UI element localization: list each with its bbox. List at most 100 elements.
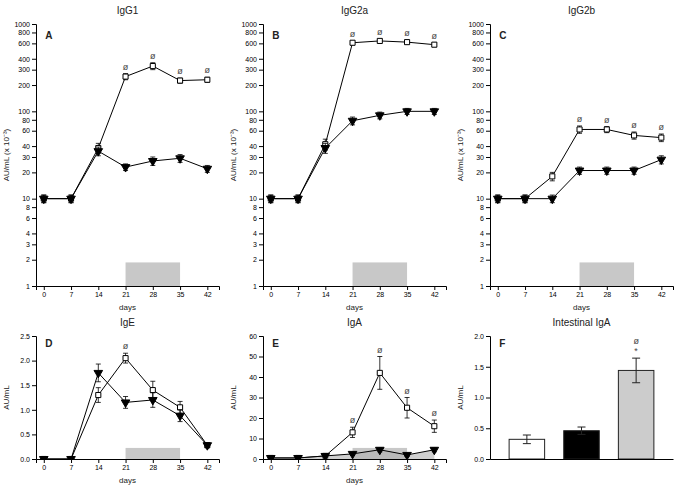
y-axis-tick-label: 0.5 [20,431,30,438]
x-axis-tick-label: 7 [297,464,301,471]
y-axis-tick: 300 [245,66,263,73]
bar [564,431,600,459]
annotation: ø [350,29,356,39]
y-axis-tick-label: 30 [22,154,30,161]
marker [266,455,275,459]
y-axis-tick: 80 [22,117,36,124]
shaded-band [580,262,635,286]
x-axis-title: days [119,476,136,485]
error-bar [205,77,210,82]
y-axis-tick-mark [32,32,36,33]
y-axis-tick: 40 [249,143,263,150]
y-axis-tick-mark [32,85,36,86]
y-axis-tick: 40 [22,143,36,150]
x-axis-tick: 35 [404,459,412,471]
y-axis-tick-mark [486,146,490,147]
x-axis-tick: 14 [95,459,103,471]
chart-root: 1234681020304060801002003004006008001000… [0,0,681,487]
marker [377,38,382,43]
y-axis-tick: 20 [249,169,263,176]
panel: 0.00.51.01.52.02.5071421283542øIgEDAU/mL… [2,317,220,485]
y-axis-tick: 200 [245,82,263,89]
y-axis-tick: 2 [480,256,490,263]
marker [178,78,183,83]
y-axis-tick: 800 [18,29,36,36]
marker [376,113,385,120]
y-axis-tick-label: 20 [249,415,257,422]
x-axis-tick-mark [71,286,72,290]
marks [39,353,211,459]
x-axis-tick: 42 [658,286,666,298]
y-axis-tick-label: 10 [476,195,484,202]
error-bar [578,427,586,434]
y-axis-tick: 8 [26,204,36,211]
x-axis-tick-label: 7 [524,291,528,298]
y-axis-line [32,25,37,287]
y-axis-tick-mark [259,244,263,245]
x-axis-tick: 14 [322,286,330,298]
line [271,111,435,198]
y-axis-tick-label: 30 [249,394,257,401]
y-axis-line [32,337,37,460]
annotation: ø [432,31,438,41]
error-bar [632,132,637,139]
x-axis-tick: 7 [524,286,528,298]
x-axis-tick-mark [207,459,208,463]
y-axis-tick-mark [259,24,263,25]
x-axis-tick: 28 [603,286,611,298]
x-axis-tick: 7 [297,459,301,471]
marker [405,405,410,410]
y-axis-tick-mark [486,233,490,234]
y-axis-tick-label: 400 [472,55,484,62]
x-axis-tick-mark [180,459,181,463]
y-axis-tick-mark [259,286,263,287]
x-axis-tick: 35 [631,286,639,298]
y-axis-line [259,337,264,460]
marks [266,38,438,286]
y-axis-tick-mark [486,85,490,86]
y-axis-tick-label: 600 [245,40,257,47]
x-axis-tick-mark [325,286,326,290]
y-axis-tick: 3 [26,241,36,248]
y-axis-tick-mark [259,398,263,399]
y-axis-tick-label: 300 [245,66,257,73]
x-axis-tick-label: 14 [549,291,557,298]
line [498,129,662,198]
x-axis-tick-mark [353,459,354,463]
annotation: ø [404,386,410,396]
bar [618,370,654,459]
y-axis-tick: 1000 [14,21,36,28]
y-axis-tick: 40 [476,143,490,150]
y-axis-tick-label: 40 [22,143,30,150]
annotation: ø [377,27,383,37]
y-axis: 1234681020304060801002003004006008001000 [14,21,36,290]
y-axis-line [486,25,491,287]
marker [149,159,158,166]
y-axis-tick-label: 3 [26,241,30,248]
y-axis-tick-label: 6 [480,215,484,222]
y-axis-tick-mark [486,459,490,460]
y-axis-tick-mark [486,207,490,208]
x-axis-tick: 21 [122,459,130,471]
y-axis-tick-label: 600 [18,40,30,47]
error-bar [604,127,609,133]
error-bar [405,398,410,419]
y-axis-tick: 600 [18,40,36,47]
y-axis-tick-label: 0.0 [20,456,30,463]
y-axis-tick: 100 [18,108,36,115]
y-axis-tick-mark [486,244,490,245]
x-axis-tick: 7 [70,286,74,298]
y-axis-tick: 400 [472,55,490,62]
x-axis-line [37,287,220,291]
y-axis-tick-label: 2 [253,256,257,263]
y-axis-tick-label: 6 [26,215,30,222]
y-axis-tick-mark [259,207,263,208]
y-axis-tick-label: 1000 [241,21,257,28]
y-axis-tick: 80 [476,117,490,124]
y-axis-tick-mark [32,157,36,158]
panel-title: IgE [120,317,135,328]
x-axis-tick-label: 7 [70,291,74,298]
y-axis-tick-label: 1.0 [474,394,484,401]
y-axis-tick: 80 [249,117,263,124]
line [44,358,208,459]
